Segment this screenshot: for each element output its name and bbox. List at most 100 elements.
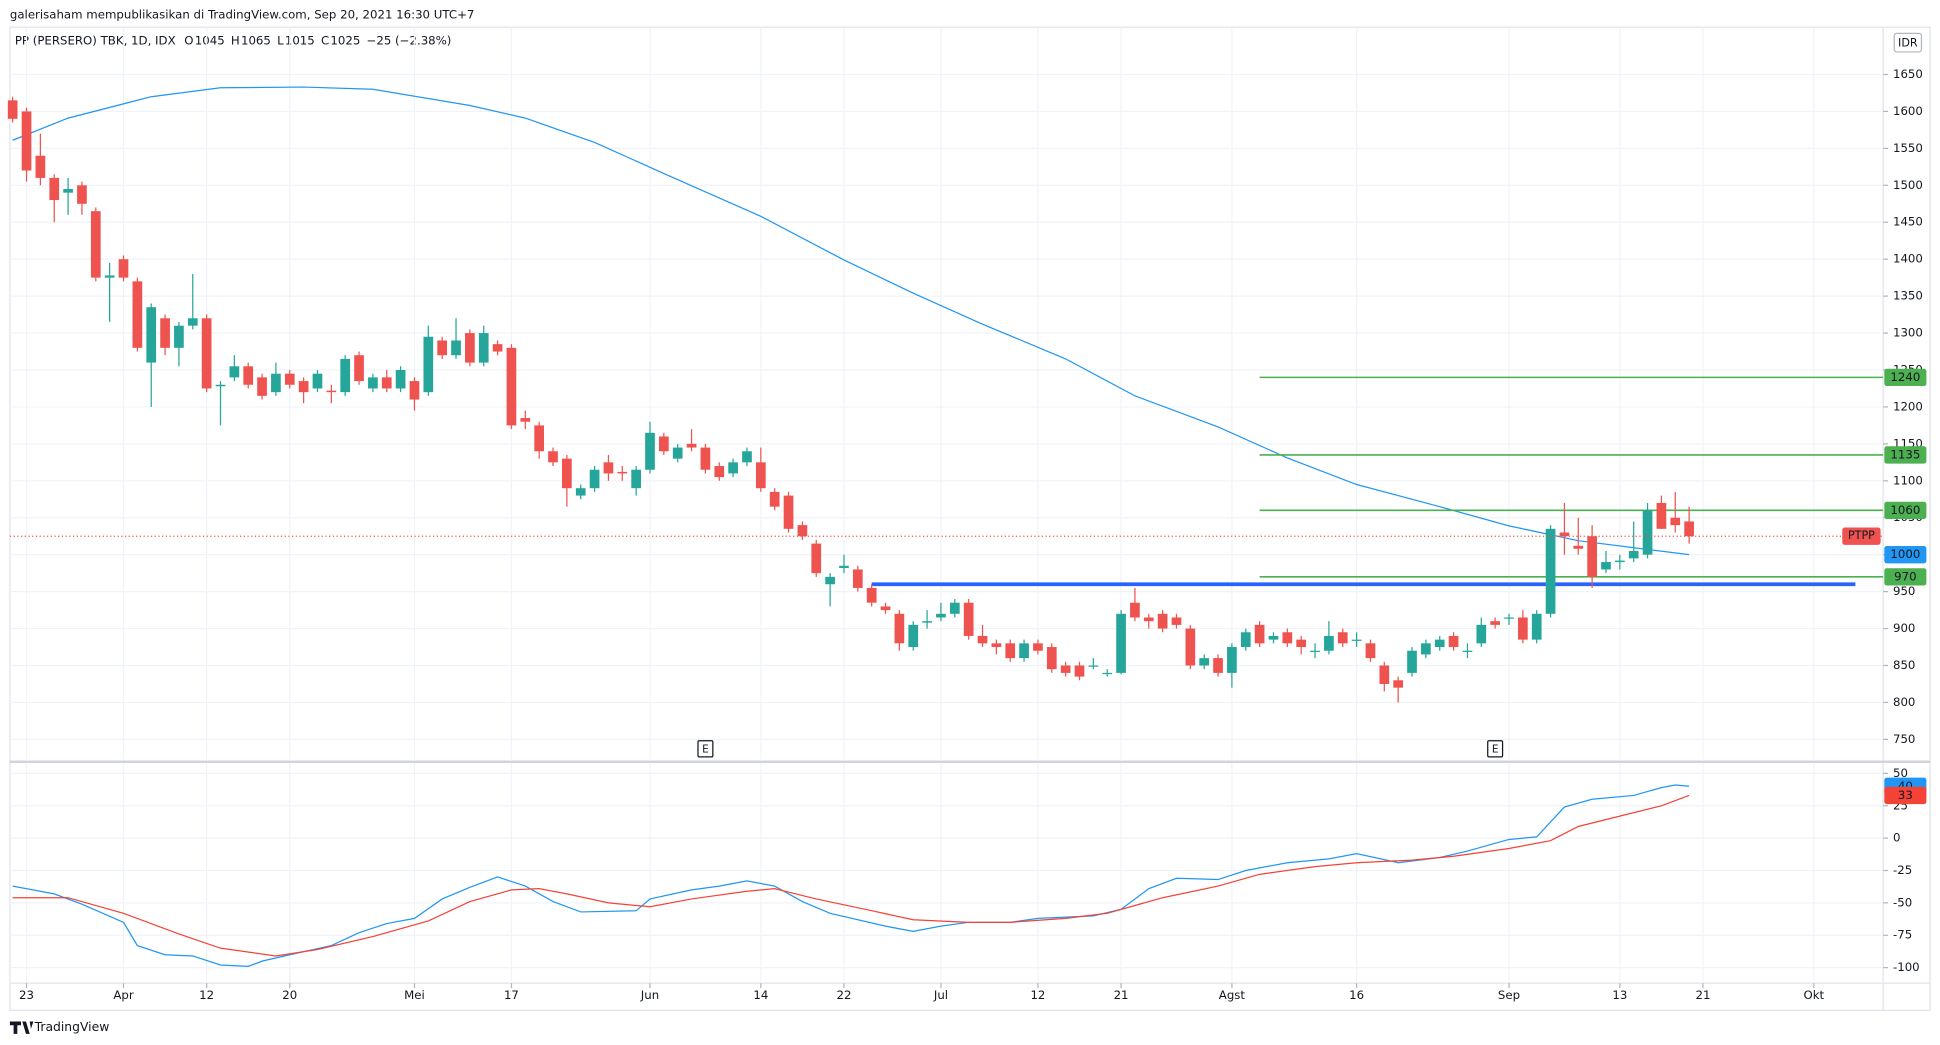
y-tick-label: 1400 <box>1893 252 1923 266</box>
currency-box[interactable] <box>1893 32 1923 53</box>
candle-body <box>562 458 572 489</box>
candle-body <box>215 384 226 387</box>
candle-body <box>700 447 711 470</box>
candle-body <box>21 111 32 171</box>
candle-body <box>423 336 434 393</box>
level-label-box <box>1884 446 1927 464</box>
x-tick-label: 13 <box>1612 988 1627 1002</box>
frame <box>9 26 1931 1011</box>
candle-body <box>243 366 254 385</box>
candle-body <box>77 185 87 204</box>
y-tick-label: -25 <box>1893 863 1912 877</box>
legend-field-label: H <box>231 33 240 47</box>
candle-body <box>908 624 919 648</box>
candle-body <box>118 259 129 278</box>
symbol-tag-box <box>1842 527 1881 545</box>
candle-body <box>728 462 738 474</box>
x-tick-label: Sep <box>1498 988 1520 1002</box>
y-tick-label: 850 <box>1893 658 1915 672</box>
indicator-value-label: 33 <box>1898 788 1913 802</box>
candle-body <box>1074 665 1085 677</box>
y-tick-label: 750 <box>1893 732 1915 746</box>
x-tick-label: 14 <box>753 988 768 1002</box>
level-label-box <box>1884 501 1927 520</box>
candle-body <box>7 100 18 119</box>
candle-body <box>1060 665 1071 673</box>
legend-field-value: 1025 <box>330 33 360 47</box>
candle-body <box>229 366 240 378</box>
y-tick-label: -75 <box>1893 928 1912 942</box>
candle-body <box>1421 643 1431 655</box>
candle-body <box>755 462 766 489</box>
candle-body <box>1684 521 1694 537</box>
candle-body <box>575 488 586 496</box>
candle-body <box>1476 624 1487 644</box>
candle-body <box>1116 613 1126 673</box>
candle-body <box>132 281 143 348</box>
y-tick-label: 800 <box>1893 695 1915 709</box>
legend-field-label: O <box>184 33 193 47</box>
candle-body <box>187 318 198 326</box>
candle-body <box>409 381 420 400</box>
y-tick-label: 1300 <box>1893 326 1923 340</box>
candle-body <box>1448 635 1459 648</box>
candle-body <box>146 307 157 363</box>
candle-body <box>1407 650 1417 673</box>
candle-body <box>839 565 849 568</box>
ma-label: 1000 <box>1890 547 1920 561</box>
candle-body <box>1559 532 1570 537</box>
candle-body <box>104 275 115 278</box>
y-tick-label: 1550 <box>1893 141 1923 155</box>
level-label: 970 <box>1894 569 1916 583</box>
candle-body <box>548 451 558 463</box>
candle-body <box>381 377 392 389</box>
x-tick-label: Jul <box>933 988 948 1002</box>
candle-body <box>174 325 184 348</box>
y-tick-label: 1650 <box>1893 67 1923 81</box>
legend-field-value: 1065 <box>241 33 271 47</box>
candle-body <box>1185 628 1196 666</box>
y-tick-label: 1350 <box>1893 289 1923 303</box>
candle-body <box>617 471 628 474</box>
candle-body <box>1143 617 1154 622</box>
candle-body <box>492 344 503 352</box>
event-label: E <box>1492 743 1499 755</box>
candle-body <box>1518 617 1528 640</box>
x-tick-label: Okt <box>1803 988 1824 1002</box>
candle-body <box>271 373 281 393</box>
candle-body <box>686 443 697 448</box>
candle-body <box>603 462 614 474</box>
candle-body <box>769 491 780 507</box>
candle-body <box>1587 536 1597 577</box>
y-tick-label: 1500 <box>1893 178 1923 192</box>
candle-body <box>312 373 323 389</box>
candle-body <box>1351 639 1362 641</box>
event-marker[interactable] <box>697 740 714 758</box>
candle-body <box>1227 647 1237 673</box>
candle-body <box>90 211 101 278</box>
y-tick-label: 50 <box>1893 766 1908 780</box>
candle-body <box>1490 621 1500 625</box>
candle-body <box>659 436 669 452</box>
candle-body <box>478 333 489 363</box>
event-marker[interactable] <box>1487 740 1504 758</box>
candle-body <box>631 469 641 489</box>
candle-body <box>1337 632 1348 644</box>
y-tick-label: 1100 <box>1893 473 1923 487</box>
candle-body <box>1157 613 1168 629</box>
legend-field-label: C <box>321 33 329 47</box>
candle-body <box>783 495 794 529</box>
candle-body <box>1379 665 1390 684</box>
candle-body <box>1296 639 1307 648</box>
moving-average <box>12 86 1690 556</box>
y-tick-label: 1200 <box>1893 399 1923 413</box>
candle-body <box>1545 528 1556 614</box>
candle-body <box>1365 643 1376 659</box>
candle-body <box>1213 658 1223 673</box>
candle-body <box>1324 635 1334 651</box>
candle-body <box>1046 647 1057 670</box>
y-tick-label: -100 <box>1893 960 1920 974</box>
candle-body <box>1019 643 1029 659</box>
candle-body <box>866 587 877 603</box>
